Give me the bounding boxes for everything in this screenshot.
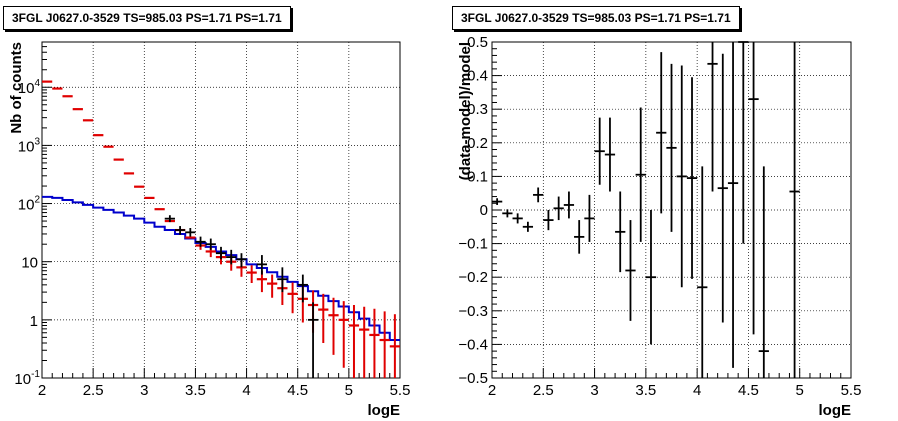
y-tick-label: 10 — [21, 255, 38, 272]
y-tick-label: 0.4 — [467, 68, 488, 85]
x-axis-title: logE — [368, 402, 401, 419]
y-tick-label: 104 — [18, 78, 41, 97]
plot-frame — [41, 41, 401, 379]
x-tick-label: 5 — [345, 382, 353, 399]
y-tick-label: 0.3 — [467, 101, 488, 118]
x-tick-label: 5.5 — [390, 382, 411, 399]
y-tick-label: 103 — [18, 136, 41, 155]
y-tick-label: −0.2 — [458, 269, 488, 286]
x-tick-label: 2 — [488, 382, 496, 399]
x-tick-label: 5.5 — [841, 382, 862, 399]
y-tick-label: 102 — [18, 195, 41, 214]
x-tick-label: 3.5 — [185, 382, 206, 399]
y-tick-label: 10-1 — [14, 369, 40, 388]
y-tick-label: 1 — [30, 313, 38, 330]
x-tick-label: 2 — [38, 382, 46, 399]
x-tick-label: 4 — [242, 382, 250, 399]
y-tick-label: −0.4 — [458, 336, 488, 353]
y-tick-label: 0.5 — [467, 34, 488, 51]
x-tick-label: 2.5 — [533, 382, 554, 399]
y-tick-label: −0.3 — [458, 303, 488, 320]
x-tick-label: 5 — [796, 382, 804, 399]
y-tick-label: 0.2 — [467, 135, 488, 152]
right-plot-title: 3FGL J0627.0-3529 TS=985.03 PS=1.71 PS=1… — [452, 6, 740, 30]
counts-plot: 2 2.5 3 3.5 4 4.5 5 5.5 10-1 1 10 102 103 104 logE Nb o… — [8, 41, 411, 419]
x-tick-label: 3 — [140, 382, 148, 399]
x-tick-label: 2.5 — [83, 382, 104, 399]
y-tick-label: −0.1 — [458, 236, 488, 253]
x-axis-title: logE — [819, 402, 852, 419]
y-tick-label: 0 — [480, 202, 488, 219]
left-plot-title: 3FGL J0627.0-3529 TS=985.03 PS=1.71 PS=1… — [3, 6, 291, 30]
x-tick-label: 4.5 — [287, 382, 308, 399]
y-tick-label: −0.5 — [458, 370, 488, 387]
y-axis-title: Nb of counts — [8, 42, 25, 134]
residuals-plot: 2 2.5 3 3.5 4 4.5 5 5.5 −0.5 −0.4 −0.3 −0.2 −0.1 0 0.1… — [457, 34, 861, 419]
x-tick-label: 3 — [590, 382, 598, 399]
x-tick-label: 3.5 — [635, 382, 656, 399]
y-tick-label: 0.1 — [467, 168, 488, 185]
y-axis-title: (data-model)/model — [457, 42, 474, 180]
x-tick-label: 4.5 — [738, 382, 759, 399]
background-model-step — [42, 195, 400, 342]
x-tick-label: 4 — [693, 382, 701, 399]
